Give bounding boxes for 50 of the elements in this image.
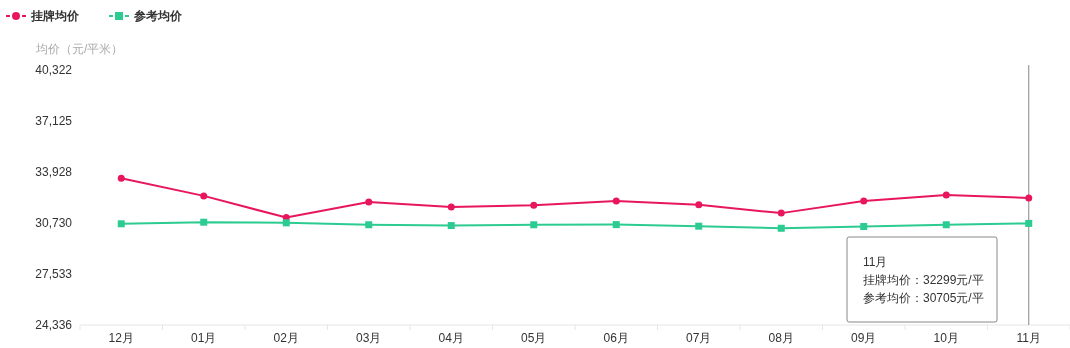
- annotation: 11月: [863, 255, 888, 269]
- y-tick-label: 30,730: [35, 216, 73, 231]
- point: [860, 223, 868, 231]
- point: [777, 224, 785, 232]
- x-tick-label: 07月: [686, 331, 712, 345]
- legend-label: 挂牌均价: [30, 9, 80, 23]
- point: [1025, 219, 1033, 227]
- point: [612, 197, 620, 205]
- tooltip: 11月 挂牌均价：32299元/平 参考均价：30705元/平: [846, 236, 998, 323]
- point: [942, 191, 950, 199]
- x-tick-label: 09月: [851, 331, 877, 345]
- x-tick-label: 06月: [603, 331, 629, 345]
- point: [695, 222, 703, 230]
- point: [447, 203, 455, 211]
- y-tick-label: 40,322: [35, 63, 73, 77]
- point: [530, 221, 538, 229]
- point: [695, 201, 703, 209]
- y-tick-label: 37,125: [35, 114, 73, 128]
- point: [1025, 194, 1033, 202]
- point: [447, 222, 455, 230]
- annotation: 参考均价：30705元/平: [863, 291, 984, 305]
- point: [612, 221, 620, 229]
- point: [860, 197, 868, 205]
- point: [365, 198, 373, 206]
- legend-label: 参考均价: [133, 9, 183, 23]
- point: [117, 174, 125, 182]
- annotation: 挂牌均价：32299元/平: [863, 273, 984, 287]
- x-tick-label: 08月: [768, 331, 794, 345]
- x-tick-label: 03月: [356, 331, 382, 345]
- x-tick-label: 05月: [521, 331, 547, 345]
- legend-item: 参考均价: [108, 9, 182, 23]
- point: [777, 209, 785, 217]
- x-tick-label: 04月: [438, 331, 464, 345]
- y-axis-title: 均价（元/平米）: [35, 42, 124, 56]
- legend-item: 挂牌均价: [5, 9, 79, 23]
- x-tick-label: 10月: [933, 331, 959, 345]
- point: [117, 220, 125, 228]
- x-tick-label: 12月: [108, 331, 134, 345]
- x-tick-label: 01月: [191, 331, 217, 345]
- y-tick-label: 27,533: [35, 267, 73, 281]
- x-tick-label: 11月: [1016, 331, 1041, 345]
- point: [200, 192, 208, 200]
- point: [282, 219, 290, 227]
- y-tick-label: 24,336: [35, 318, 73, 332]
- point: [530, 201, 538, 209]
- y-tick-label: 33,928: [35, 164, 73, 179]
- x-tick-label: 02月: [273, 331, 299, 345]
- point: [942, 221, 950, 229]
- point: [200, 218, 208, 226]
- point: [365, 221, 373, 229]
